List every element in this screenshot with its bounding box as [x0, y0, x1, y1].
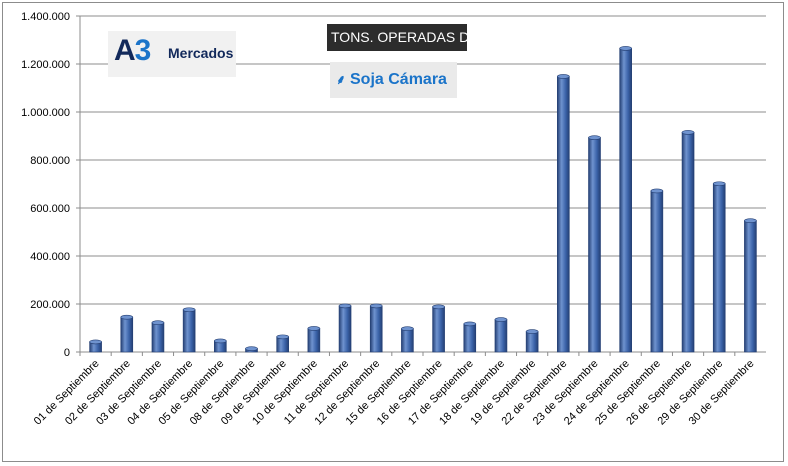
y-tick-label: 600.000	[30, 203, 70, 215]
chart-title-badge: TONS. OPERADAS D	[327, 24, 467, 51]
logo-mark-a: A	[114, 34, 136, 67]
a3-mercados-logo: A3 Mercados	[108, 31, 236, 77]
y-tick-label: 400.000	[30, 251, 70, 263]
bar	[182, 307, 196, 353]
bar	[151, 320, 165, 353]
bar	[463, 321, 477, 353]
bar	[494, 317, 508, 353]
wheat-icon: ⸙	[336, 72, 346, 87]
bar	[744, 218, 757, 353]
bar	[619, 46, 632, 353]
y-tick-label: 1.000.000	[21, 107, 70, 119]
bar	[681, 130, 695, 353]
bar	[89, 339, 102, 353]
bar	[120, 314, 134, 353]
bar	[650, 188, 664, 353]
bar	[588, 135, 601, 353]
soja-camara-label: Soja Cámara	[350, 71, 447, 88]
y-tick-label: 800.000	[30, 155, 70, 167]
bar	[712, 181, 726, 353]
soja-camara-badge: ⸙ Soja Cámara	[330, 62, 457, 98]
logo-mark-3: 3	[134, 34, 152, 67]
y-tick-label: 1.200.000	[21, 59, 70, 71]
bar	[525, 329, 539, 353]
y-tick-label: 0	[64, 347, 70, 359]
bar	[401, 326, 414, 353]
bar	[276, 334, 289, 353]
bar	[432, 304, 445, 353]
bar	[214, 338, 227, 353]
bar	[307, 326, 321, 353]
y-tick-label: 200.000	[30, 299, 70, 311]
logo-text: Mercados	[168, 45, 234, 61]
y-tick-label: 1.400.000	[21, 11, 70, 23]
logo-mark: A3	[114, 34, 152, 68]
bar	[557, 74, 570, 353]
bar	[338, 303, 352, 353]
bar	[245, 346, 258, 353]
bar	[369, 303, 383, 353]
